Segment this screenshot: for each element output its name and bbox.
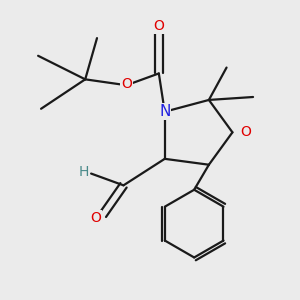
Text: H: H xyxy=(79,165,89,179)
Text: O: O xyxy=(240,125,251,139)
Text: O: O xyxy=(90,211,101,225)
Text: N: N xyxy=(159,104,170,119)
Text: O: O xyxy=(121,77,132,91)
Text: O: O xyxy=(153,19,164,33)
